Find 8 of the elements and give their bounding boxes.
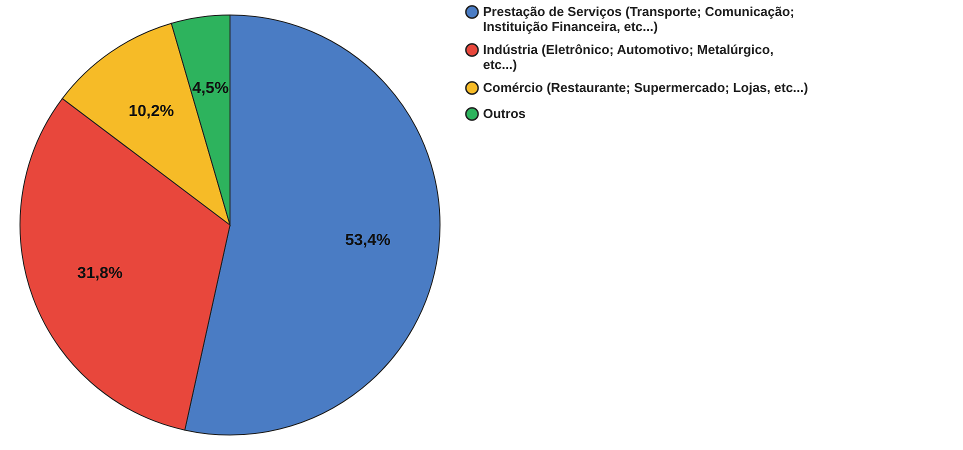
legend-label: Outros	[483, 106, 526, 121]
data-label: 53,4%	[345, 232, 390, 250]
legend-label: Indústria (Eletrônico; Automotivo; Metalúrgico, etc...)	[483, 42, 774, 72]
data-label: 31,8%	[77, 265, 123, 282]
legend-label: Comércio (Restaurante; Supermercado; Lojas, etc...)	[483, 80, 808, 95]
legend-label: Prestação de Serviços (Transporte; Comunicação; Instituição Financeira, etc...)	[483, 4, 794, 34]
data-label: 10,2%	[128, 102, 174, 120]
data-label: 4,5%	[192, 80, 229, 97]
